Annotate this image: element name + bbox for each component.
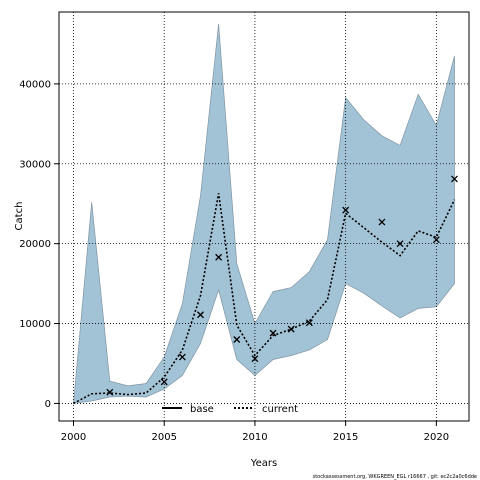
x-axis-title: Years xyxy=(250,458,277,469)
legend: base current xyxy=(162,404,298,415)
observed-point xyxy=(305,319,313,327)
observed-point xyxy=(197,311,204,319)
x-tick-label: 2015 xyxy=(333,432,358,443)
series-lines xyxy=(73,193,456,405)
x-tick-label: 2005 xyxy=(151,432,176,443)
footer-credit: stockassessment.org, WKGREEN_EGL r16667 … xyxy=(313,474,477,480)
observed-point xyxy=(178,353,186,361)
observed-point xyxy=(287,325,295,333)
confidence-band-layer xyxy=(73,23,455,404)
y-tick-label: 20000 xyxy=(19,239,51,250)
observed-point xyxy=(160,378,168,386)
observed-point xyxy=(432,236,440,244)
observed-point xyxy=(269,329,277,337)
y-tick-label: 0 xyxy=(45,399,51,410)
observed-point xyxy=(215,253,223,261)
y-tick-label: 40000 xyxy=(19,79,51,90)
y-axis-title: Catch xyxy=(14,202,25,231)
observed-point xyxy=(378,218,386,226)
x-tick-label: 2000 xyxy=(61,432,86,443)
legend-label-current: current xyxy=(262,404,298,415)
legend-label-base: base xyxy=(190,404,214,415)
confidence-band xyxy=(73,23,455,404)
y-tick-label: 10000 xyxy=(19,319,51,330)
observed-point xyxy=(342,206,350,214)
observed-points xyxy=(106,175,458,396)
observed-point xyxy=(106,388,114,396)
axes: 2000 2005 2010 2015 2020 0 10000 20000 30000 4000… xyxy=(19,79,449,443)
observed-point xyxy=(251,355,259,363)
series-line-current xyxy=(73,193,456,405)
observed-point xyxy=(233,336,241,343)
plot-frame xyxy=(58,11,470,422)
x-tick-label: 2010 xyxy=(242,432,267,443)
x-tick-label: 2020 xyxy=(424,432,449,443)
observed-point xyxy=(451,175,458,183)
y-tick-label: 30000 xyxy=(19,159,51,170)
observed-point xyxy=(396,240,404,248)
